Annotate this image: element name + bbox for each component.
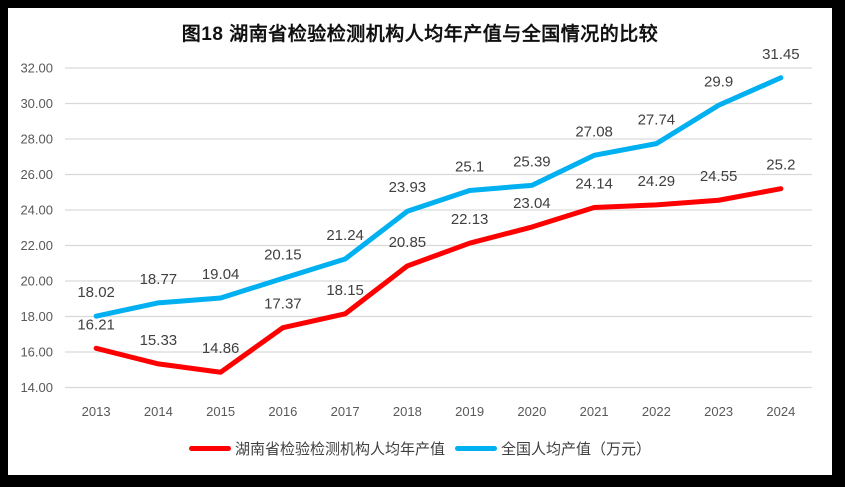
line-chart: 14.00 16.00 18.00 20.00 22.00 24.00 26.00 28.00…	[20, 46, 812, 419]
y-axis-tick-label: 26.00	[20, 167, 53, 182]
x-axis-tick-label: 2024	[766, 404, 795, 419]
data-label-series-0: 14.86	[202, 340, 240, 357]
y-axis-tick-label: 28.00	[20, 132, 53, 147]
chart-canvas: 图18 湖南省检验检测机构人均年产值与全国情况的比较 14.00 16.00 18.…	[8, 8, 832, 475]
data-label-series-1: 18.02	[77, 284, 115, 301]
data-label-series-0: 24.29	[638, 173, 676, 190]
data-label-series-1: 31.45	[762, 46, 800, 63]
data-label-series-1: 27.74	[638, 112, 676, 129]
legend-swatch-icon	[188, 446, 231, 451]
data-label-series-0: 25.2	[766, 157, 795, 174]
x-axis-tick-label: 2019	[455, 404, 484, 419]
legend-label: 湖南省检验检测机构人均年产值	[234, 441, 445, 458]
y-axis-tick-label: 14.00	[20, 380, 53, 395]
y-axis-tick-label: 32.00	[20, 61, 53, 76]
y-axis-tick-label: 20.00	[20, 274, 53, 289]
data-label-series-1: 23.93	[389, 179, 427, 196]
legend-label: 全国人均产值（万元）	[501, 441, 652, 458]
data-label-series-1: 25.1	[455, 158, 484, 175]
legend-item-0: 湖南省检验检测机构人均年产值	[188, 438, 445, 459]
x-axis-tick-label: 2018	[393, 404, 422, 419]
x-axis-tick-label: 2022	[642, 404, 671, 419]
chart-legend: 湖南省检验检测机构人均年产值 全国人均产值（万元）	[8, 438, 832, 459]
data-label-series-0: 20.85	[389, 234, 427, 251]
x-axis-tick-label: 2013	[82, 404, 111, 419]
series-line-1	[93, 75, 784, 319]
data-label-series-1: 27.08	[575, 123, 613, 140]
data-label-series-0: 17.37	[264, 296, 302, 313]
x-axis-tick-label: 2023	[704, 404, 733, 419]
y-axis-tick-label: 24.00	[20, 203, 53, 218]
data-label-series-0: 22.13	[451, 211, 489, 228]
x-axis-tick-label: 2016	[268, 404, 297, 419]
data-label-series-1: 18.77	[140, 271, 178, 288]
y-axis-tick-label: 18.00	[20, 309, 53, 324]
series-line-0	[93, 186, 784, 375]
data-label-series-1: 19.04	[202, 266, 240, 283]
data-label-series-1: 25.39	[513, 153, 551, 170]
y-axis-tick-label: 22.00	[20, 238, 53, 253]
x-axis-tick-label: 2021	[580, 404, 609, 419]
data-label-series-0: 24.55	[700, 168, 738, 185]
data-label-series-1: 20.15	[264, 246, 302, 263]
legend-swatch-icon	[455, 446, 497, 451]
data-label-series-0: 23.04	[513, 195, 551, 212]
data-label-series-0: 15.33	[140, 332, 178, 349]
x-axis-tick-label: 2015	[206, 404, 235, 419]
data-label-series-0: 24.14	[575, 176, 613, 193]
y-axis-tick-label: 16.00	[20, 345, 53, 360]
chart-title: 图18 湖南省检验检测机构人均年产值与全国情况的比较	[181, 24, 659, 45]
data-label-series-1: 21.24	[326, 227, 364, 244]
data-label-series-1: 29.9	[704, 73, 733, 90]
y-axis-tick-label: 30.00	[20, 96, 53, 111]
legend-item-1: 全国人均产值（万元）	[455, 438, 651, 459]
x-axis-tick-label: 2020	[517, 404, 546, 419]
x-axis-tick-label: 2014	[144, 404, 173, 419]
data-label-series-0: 16.21	[77, 316, 115, 333]
data-label-series-0: 18.15	[326, 282, 364, 299]
x-axis-tick-label: 2017	[331, 404, 360, 419]
